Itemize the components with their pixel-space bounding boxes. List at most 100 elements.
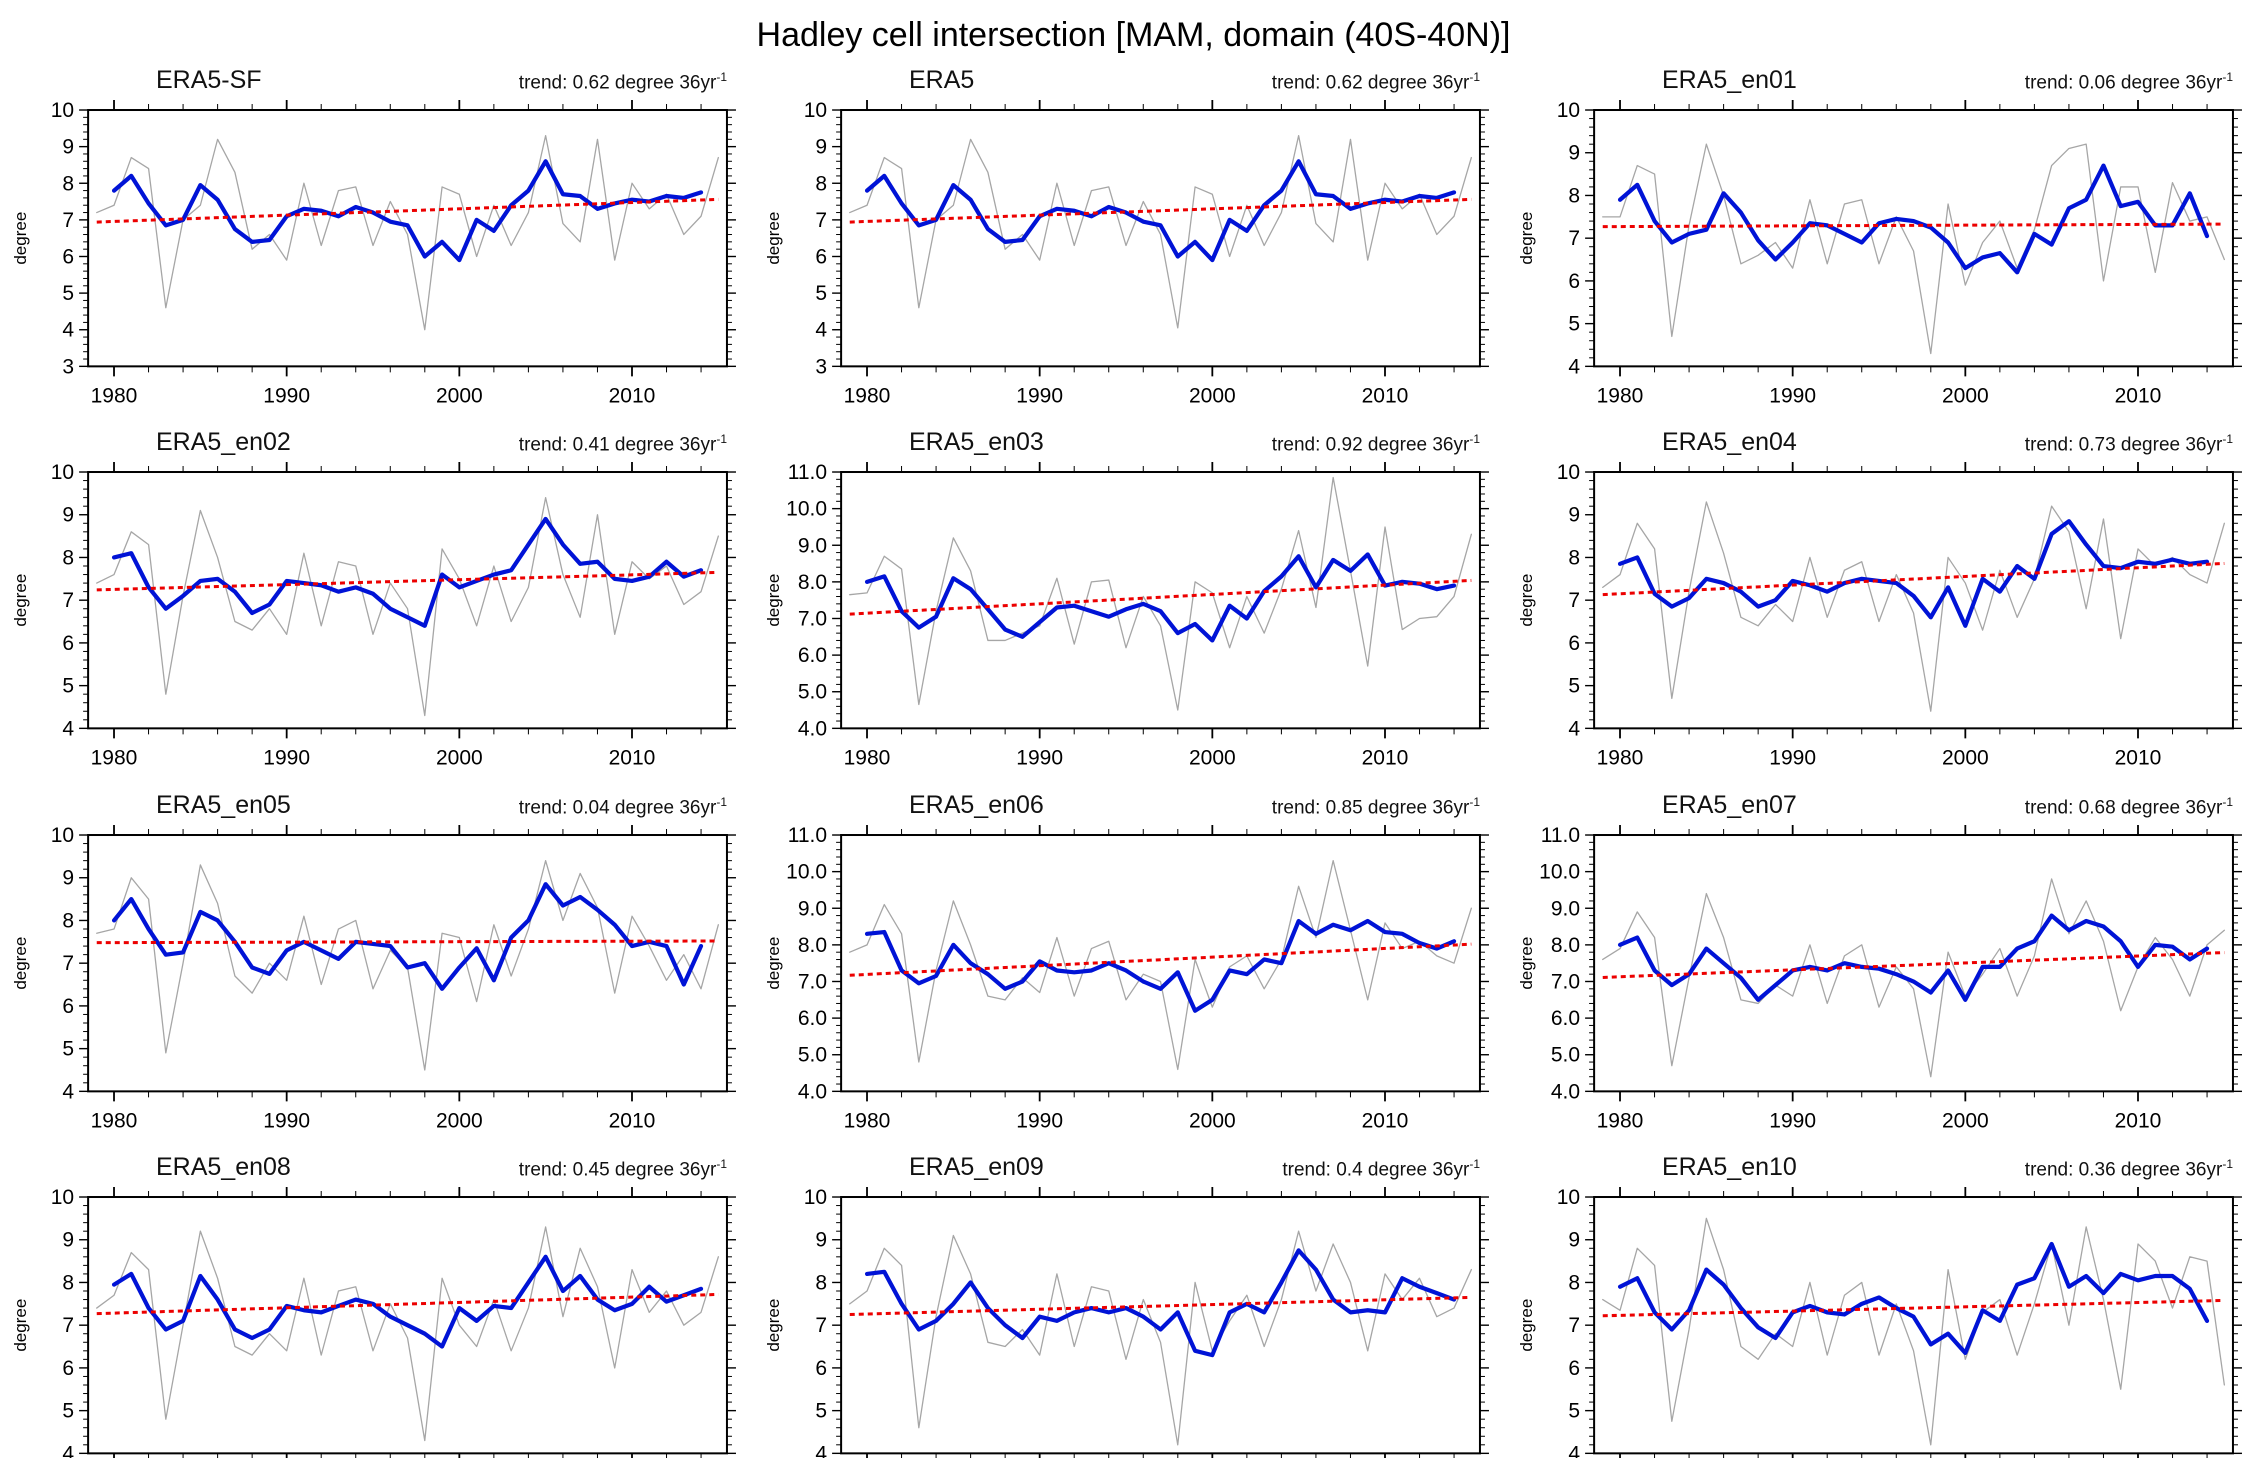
panel-title: ERA5_en09 xyxy=(909,1153,1044,1182)
trend-line xyxy=(96,571,719,592)
y-tick-label: 5 xyxy=(815,282,827,305)
x-tick-label: 2010 xyxy=(609,384,656,407)
y-tick-label: 7.0 xyxy=(1551,970,1580,993)
y-axis-label: degree xyxy=(764,212,783,265)
x-tick-label: 2000 xyxy=(1942,747,1989,770)
y-tick-label: 6 xyxy=(1568,270,1580,293)
y-tick-label: 8 xyxy=(62,547,74,570)
smoothed-series-line xyxy=(864,159,1457,263)
x-tick-label: 2010 xyxy=(1362,1109,1409,1132)
trend-text: trend: 0.4 degree 36yr xyxy=(1282,1159,1470,1181)
trend-text: trend: 0.41 degree 36yr xyxy=(518,434,717,456)
trend-line xyxy=(96,939,719,945)
trend-text: trend: 0.06 degree 36yr xyxy=(2024,72,2223,93)
y-tick-label: 6 xyxy=(62,246,74,269)
x-tick-label: 2000 xyxy=(1942,1109,1989,1132)
y-tick-label: 6.0 xyxy=(798,1007,827,1030)
smoothed-series-line xyxy=(1617,1242,2210,1356)
y-tick-label: 10.0 xyxy=(786,860,827,883)
trend-line xyxy=(849,942,1472,977)
y-tick-label: 10 xyxy=(1557,100,1580,122)
x-tick-label: 1990 xyxy=(263,747,310,770)
panel-title: ERA5_en10 xyxy=(1662,1153,1797,1182)
y-tick-label: 7 xyxy=(62,1314,74,1337)
axes-ticks xyxy=(832,100,1489,377)
y-axis-label: degree xyxy=(1517,1299,1536,1352)
y-tick-label: 9.0 xyxy=(798,535,827,558)
x-tick-label: 1980 xyxy=(844,384,891,407)
x-tick-label: 2000 xyxy=(436,1109,483,1132)
annual-series-line xyxy=(849,1230,1472,1446)
smoothed-series-line xyxy=(864,552,1457,643)
axes-ticks xyxy=(1585,824,2242,1102)
x-tick-label: 1980 xyxy=(1597,1109,1644,1132)
smoothed-series-line xyxy=(864,1248,1457,1358)
y-axis-label: degree xyxy=(1517,212,1536,265)
x-tick-label: 2010 xyxy=(609,1109,656,1132)
panel-header: ERA5_en10 trend: 0.36 degree 36yr-1 xyxy=(1516,1153,2257,1187)
y-tick-label: 3 xyxy=(62,355,74,378)
trend-exponent: -1 xyxy=(2222,432,2233,447)
panel-title: ERA5_en06 xyxy=(909,790,1044,819)
annual-series-line xyxy=(849,859,1472,1070)
trend-line xyxy=(1602,950,2225,979)
y-tick-label: 8 xyxy=(1568,1272,1580,1295)
y-tick-label: 5 xyxy=(62,282,74,305)
trend-line xyxy=(1602,222,2225,229)
panel-header: ERA5_en06 trend: 0.85 degree 36yr-1 xyxy=(763,791,1504,825)
axis-tick-labels: 4.0 5.0 6.0 7.0 8.0 9.0 10.0 11.0 1980 1990 2000 20… xyxy=(786,462,1408,769)
y-tick-label: 8 xyxy=(1568,184,1580,207)
y-tick-label: 8 xyxy=(62,172,74,195)
y-tick-label: 4 xyxy=(815,1443,827,1458)
y-tick-label: 4 xyxy=(62,1080,74,1103)
x-tick-label: 2000 xyxy=(1189,747,1236,770)
y-tick-label: 7 xyxy=(815,209,827,232)
plot-frame xyxy=(840,833,1481,1093)
panel-header: ERA5-SF trend: 0.62 degree 36yr-1 xyxy=(10,66,751,100)
panel-header: ERA5_en02 trend: 0.41 degree 36yr-1 xyxy=(10,428,751,462)
panel-trend-label: trend: 0.4 degree 36yr-1 xyxy=(1282,1157,1480,1181)
trend-exponent: -1 xyxy=(716,432,727,447)
y-tick-label: 4 xyxy=(62,1443,74,1458)
trend-exponent: -1 xyxy=(1469,432,1480,447)
plot-frame xyxy=(87,471,728,730)
annual-series-line xyxy=(96,1226,719,1442)
axes-ticks xyxy=(832,462,1489,739)
y-axis-label: degree xyxy=(1517,937,1536,990)
panel-title: ERA5_en07 xyxy=(1662,790,1797,819)
y-tick-label: 7.0 xyxy=(798,970,827,993)
x-tick-label: 1980 xyxy=(1597,747,1644,770)
trend-exponent: -1 xyxy=(716,794,727,809)
y-tick-label: 4 xyxy=(62,319,74,342)
x-tick-label: 1990 xyxy=(1016,1109,1063,1132)
panel-trend-label: trend: 0.68 degree 36yr-1 xyxy=(2025,795,2233,819)
smoothed-series-line xyxy=(1617,519,2210,629)
y-tick-label: 9.0 xyxy=(798,897,827,920)
x-tick-label: 1990 xyxy=(1769,747,1816,770)
y-tick-label: 6 xyxy=(62,995,74,1018)
trend-exponent: -1 xyxy=(1469,1156,1480,1171)
y-tick-label: 9 xyxy=(62,867,74,890)
plot-frame xyxy=(1593,109,2234,368)
y-tick-label: 7 xyxy=(1568,227,1580,250)
trend-text: trend: 0.62 degree 36yr xyxy=(1271,72,1470,93)
smoothed-series-line xyxy=(111,517,704,629)
y-tick-label: 6.0 xyxy=(1551,1007,1580,1030)
smoothed-series-line xyxy=(864,918,1457,1013)
panel: ERA5_en08 trend: 0.45 degree 36yr-1 4 5 6 7… xyxy=(10,1147,751,1458)
y-tick-label: 4 xyxy=(1568,355,1580,378)
y-tick-label: 10.0 xyxy=(1539,860,1580,883)
panel-title: ERA5_en08 xyxy=(156,1153,291,1182)
trend-text: trend: 0.36 degree 36yr xyxy=(2024,1159,2223,1181)
plot-frame xyxy=(1593,1196,2234,1455)
y-tick-label: 8 xyxy=(62,1272,74,1295)
y-tick-label: 9 xyxy=(1568,504,1580,527)
plot-frame xyxy=(87,833,728,1093)
y-tick-label: 7 xyxy=(62,952,74,975)
chart-svg: 3 4 5 6 7 8 9 10 1980 1990 2000 2010 degree xyxy=(764,100,1489,407)
axis-tick-labels: 4.0 5.0 6.0 7.0 8.0 9.0 10.0 11.0 1980 1990 2000 20… xyxy=(1539,825,2161,1132)
